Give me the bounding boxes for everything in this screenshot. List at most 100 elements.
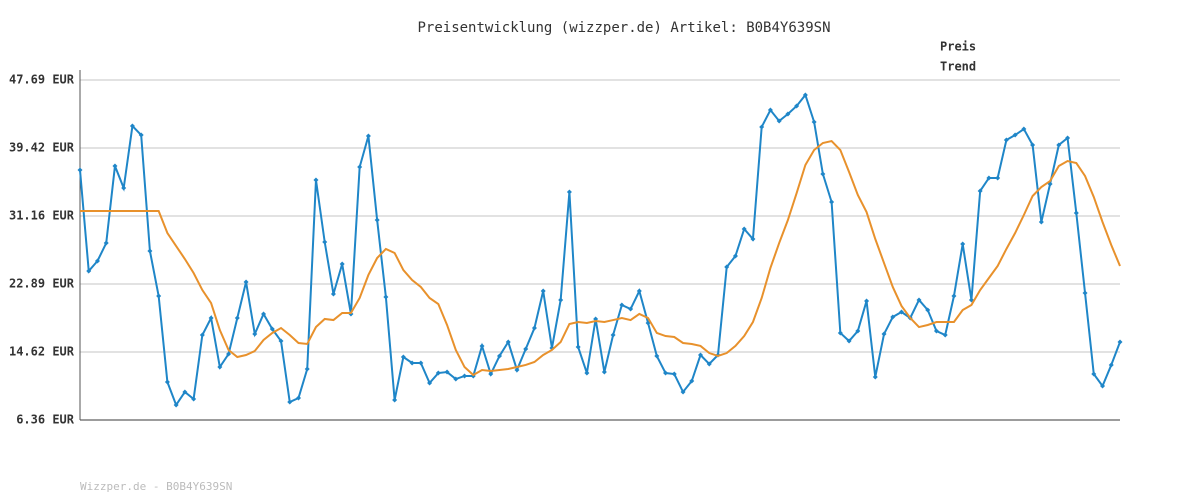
- y-tick-label: 22.89 EUR: [9, 277, 75, 291]
- data-point: [409, 360, 415, 366]
- data-point: [383, 294, 389, 300]
- data-point: [523, 346, 529, 352]
- data-point: [392, 397, 398, 403]
- data-point: [234, 315, 240, 321]
- data-point: [208, 315, 214, 321]
- data-point: [732, 253, 738, 259]
- data-point: [1082, 290, 1088, 296]
- data-point: [1100, 383, 1106, 389]
- data-point: [217, 364, 223, 370]
- data-point: [86, 268, 92, 274]
- data-point: [357, 164, 363, 170]
- data-point: [374, 217, 380, 223]
- data-point: [689, 378, 695, 384]
- data-point: [741, 226, 747, 232]
- data-point: [138, 132, 144, 138]
- data-point: [400, 354, 406, 360]
- data-point: [1012, 132, 1018, 138]
- y-tick-label: 39.42 EUR: [9, 141, 75, 155]
- data-point: [287, 399, 293, 405]
- data-point: [191, 396, 197, 402]
- data-point: [540, 288, 546, 294]
- data-point: [724, 264, 730, 270]
- data-point: [365, 133, 371, 139]
- data-point: [960, 241, 966, 247]
- series-line: [80, 139, 1121, 377]
- data-point: [173, 402, 179, 408]
- data-point: [1056, 142, 1062, 148]
- data-point: [1021, 126, 1027, 132]
- data-point: [933, 328, 939, 334]
- data-point: [916, 297, 922, 303]
- y-tick-label: 6.36 EUR: [16, 413, 75, 427]
- data-point: [628, 306, 634, 312]
- data-point: [496, 353, 502, 359]
- data-point: [925, 307, 931, 313]
- data-point: [829, 199, 835, 205]
- data-point: [112, 163, 118, 169]
- data-point: [330, 291, 336, 297]
- data-point: [427, 380, 433, 386]
- data-point: [855, 328, 861, 334]
- data-point: [1117, 339, 1123, 345]
- data-point: [1038, 219, 1044, 225]
- y-tick-label: 14.62 EUR: [9, 345, 75, 359]
- data-point: [942, 332, 948, 338]
- data-point: [986, 175, 992, 181]
- data-point: [881, 331, 887, 337]
- data-point: [129, 123, 135, 129]
- y-tick-label: 31.16 EUR: [9, 208, 75, 222]
- data-point: [77, 167, 83, 173]
- data-point: [558, 297, 564, 303]
- data-point: [339, 261, 345, 267]
- data-point: [304, 366, 310, 372]
- data-point: [846, 338, 852, 344]
- data-point: [864, 298, 870, 304]
- data-point: [872, 374, 878, 380]
- footer: Wizzper.de - B0B4Y639SN: [80, 480, 232, 493]
- legend-entry: Trend: [940, 60, 976, 74]
- data-point: [759, 124, 765, 130]
- data-point: [671, 371, 677, 377]
- data-point: [794, 103, 800, 109]
- data-point: [243, 279, 249, 285]
- data-point: [610, 332, 616, 338]
- data-point: [1030, 142, 1036, 148]
- data-point: [636, 288, 642, 294]
- data-point: [706, 361, 712, 367]
- data-point: [514, 367, 520, 373]
- data-point: [663, 370, 669, 376]
- data-point: [601, 369, 607, 375]
- data-point: [654, 353, 660, 359]
- data-point: [278, 338, 284, 344]
- data-point: [435, 370, 441, 376]
- data-point: [269, 326, 275, 332]
- data-point: [418, 360, 424, 366]
- data-point: [619, 302, 625, 308]
- data-point: [479, 343, 485, 349]
- data-point: [226, 351, 232, 357]
- legend-entry: Preis: [940, 40, 976, 54]
- data-point: [837, 330, 843, 336]
- plot: [77, 92, 1123, 408]
- series-line: [79, 92, 1121, 408]
- data-point: [462, 373, 468, 379]
- data-point: [584, 370, 590, 376]
- data-point: [1073, 210, 1079, 216]
- data-point: [776, 118, 782, 124]
- data-point: [750, 236, 756, 242]
- data-point: [899, 309, 905, 315]
- data-point: [94, 258, 100, 264]
- data-point: [156, 293, 162, 299]
- data-point: [322, 239, 328, 245]
- data-point: [182, 389, 188, 395]
- data-point: [1091, 371, 1097, 377]
- data-point: [147, 248, 153, 254]
- data-point: [951, 293, 957, 299]
- data-point: [890, 314, 896, 320]
- data-point: [811, 119, 817, 125]
- data-point: [680, 389, 686, 395]
- data-point: [698, 352, 704, 358]
- data-point: [488, 371, 494, 377]
